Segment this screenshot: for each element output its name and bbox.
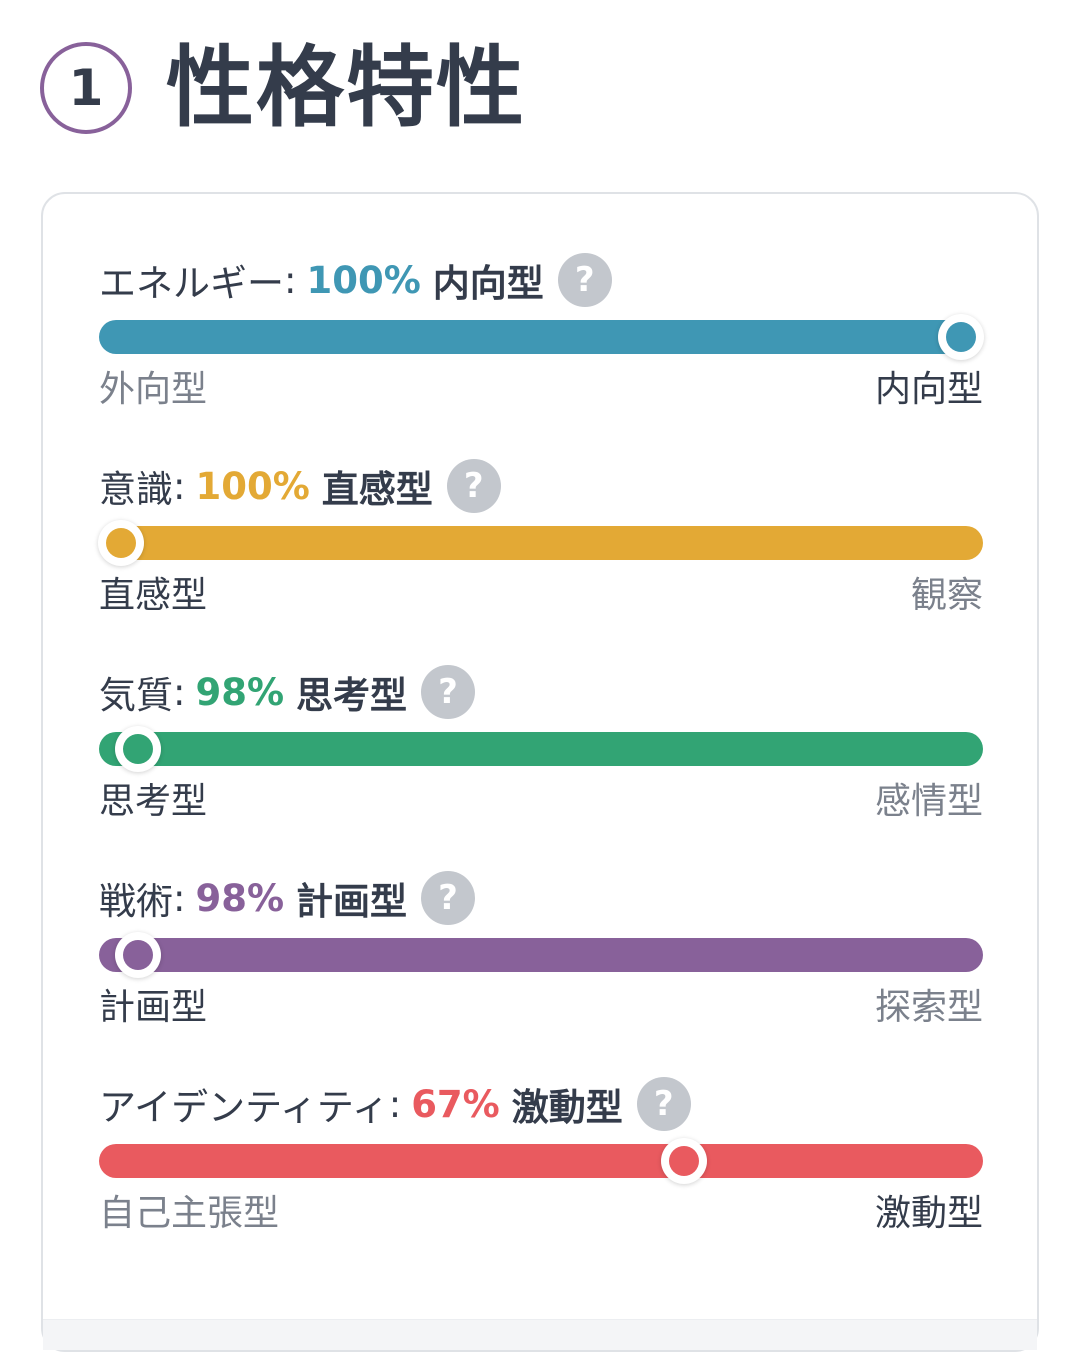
trait-percent: 98% [195, 670, 285, 714]
section-header: 1 性格特性 [40, 36, 526, 140]
trait-name: 戦術 [99, 880, 173, 923]
trait-name: アイデンティティ [99, 1086, 389, 1129]
trait-name: エネルギー [99, 262, 284, 305]
trait-name: 意識 [99, 468, 173, 511]
trait-heading: 戦術: 98% 計画型 ? [99, 868, 476, 928]
trait-right-label: 激動型 [874, 1193, 983, 1234]
trait-right-label: 内向型 [874, 369, 983, 410]
trait-percent: 100% [306, 258, 421, 302]
knob-dot [106, 528, 136, 558]
trait-colon: : [284, 258, 297, 302]
trait-mind: 意識: 100% 直感型 ? 直感型 観察 [98, 456, 983, 626]
trait-slider-track [99, 314, 984, 360]
trait-percent: 98% [195, 876, 285, 920]
knob-dot [122, 940, 153, 970]
knob-dot [668, 1146, 699, 1176]
trait-slider-knob [114, 726, 161, 772]
trait-result: 思考型 [296, 674, 408, 717]
question-circle-icon[interactable]: ? [446, 459, 501, 513]
trait-result: 直感型 [321, 468, 433, 511]
trait-colon: : [173, 876, 186, 920]
trait-right-label: 探索型 [874, 987, 983, 1028]
trait-result: 激動型 [511, 1086, 623, 1129]
trait-left-label: 直感型 [99, 575, 208, 616]
trait-colon: : [173, 464, 186, 508]
step-number: 1 [68, 59, 104, 117]
trait-slider-knob [114, 932, 161, 978]
trait-slider-knob [660, 1138, 707, 1184]
trait-colon: : [388, 1082, 402, 1126]
trait-colon: : [173, 670, 186, 714]
trait-percent: 67% [411, 1082, 500, 1126]
page-title: 性格特性 [166, 36, 527, 139]
trait-percent: 100% [195, 464, 310, 508]
trait-identity: アイデンティティ: 67% 激動型 ? 自己主張型 激動型 [99, 1074, 983, 1244]
trait-heading: エネルギー: 100% 内向型 ? [99, 250, 612, 310]
trait-slider-knob [98, 520, 144, 566]
question-circle-icon[interactable]: ? [636, 1077, 691, 1131]
trait-right-label: 感情型 [874, 781, 983, 822]
trait-left-label: 自己主張型 [99, 1193, 280, 1234]
trait-left-label: 思考型 [99, 781, 208, 822]
step-number-badge: 1 [40, 42, 132, 134]
trait-tactics: 戦術: 98% 計画型 ? 計画型 探索型 [99, 868, 983, 1038]
question-circle-icon[interactable]: ? [421, 871, 476, 925]
traits-card: エネルギー: 100% 内向型 ? 外向型 内向型 意識: 100% 直感型 ?… [41, 192, 1039, 1352]
knob-dot [946, 322, 976, 352]
trait-slider-knob [938, 314, 984, 360]
trait-right-label: 観察 [910, 575, 983, 616]
trait-left-label: 計画型 [99, 987, 208, 1028]
trait-heading: アイデンティティ: 67% 激動型 ? [99, 1074, 691, 1134]
trait-name: 気質 [99, 674, 173, 717]
trait-result: 内向型 [432, 262, 544, 305]
question-circle-icon[interactable]: ? [421, 665, 476, 719]
trait-left-label: 外向型 [99, 369, 208, 410]
question-circle-icon[interactable]: ? [557, 253, 612, 307]
trait-slider-track [99, 932, 983, 978]
trait-heading: 気質: 98% 思考型 ? [99, 662, 476, 722]
trait-nature: 気質: 98% 思考型 ? 思考型 感情型 [99, 662, 983, 832]
trait-slider-track [99, 1138, 983, 1184]
trait-slider-track [99, 726, 983, 772]
trait-result: 計画型 [296, 880, 408, 923]
card-footer-strip [43, 1319, 1037, 1350]
trait-energy: エネルギー: 100% 内向型 ? 外向型 内向型 [99, 250, 984, 420]
trait-heading: 意識: 100% 直感型 ? [99, 456, 501, 516]
trait-slider-track [98, 520, 983, 566]
knob-dot [122, 734, 153, 764]
